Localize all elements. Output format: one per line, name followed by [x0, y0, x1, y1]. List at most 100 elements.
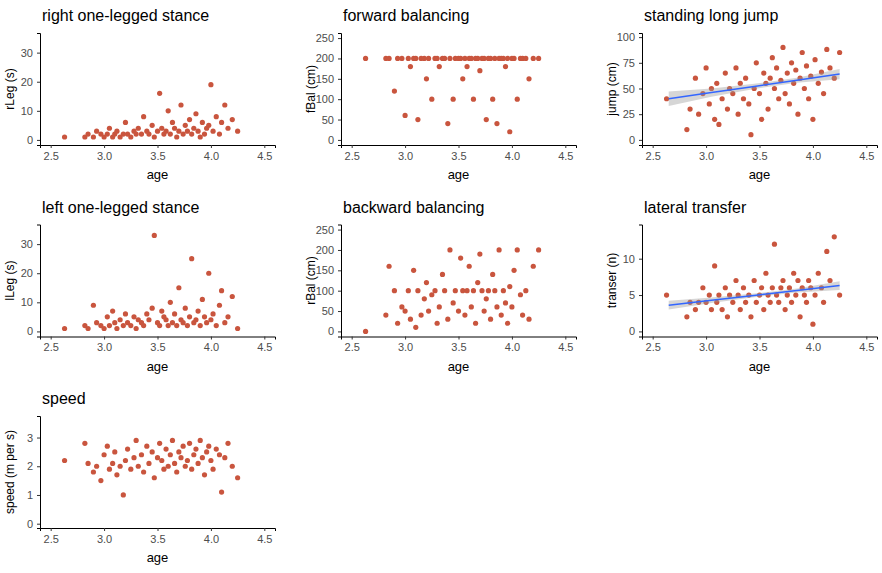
point	[225, 314, 230, 319]
points	[664, 45, 842, 138]
point	[707, 292, 712, 297]
point	[763, 271, 768, 276]
x-tick-mark	[211, 528, 212, 531]
point	[123, 458, 128, 463]
point	[759, 285, 764, 290]
point	[146, 131, 151, 136]
point	[733, 65, 738, 70]
point	[494, 304, 499, 309]
confidence-band	[669, 69, 840, 106]
point	[413, 56, 418, 61]
y-tick: 50	[623, 83, 642, 95]
point	[200, 455, 205, 460]
point	[170, 438, 175, 443]
x-tick-label: 4.5	[257, 150, 272, 162]
point	[112, 449, 117, 454]
x-tick-mark	[459, 337, 460, 340]
point	[195, 129, 200, 134]
point	[806, 278, 811, 283]
y-tick-mark	[338, 99, 341, 100]
point	[492, 288, 497, 293]
y-tick-label: 10	[21, 105, 33, 117]
point	[208, 458, 213, 463]
point	[128, 323, 133, 328]
y-tick-mark	[37, 111, 40, 112]
point	[419, 313, 424, 318]
y-tick: 100	[316, 285, 341, 297]
point	[174, 469, 179, 474]
point	[827, 65, 832, 70]
y-tick: 150	[316, 264, 341, 276]
point	[392, 88, 397, 93]
x-tick: 2.5	[44, 337, 59, 354]
point	[172, 311, 177, 316]
x-tick-mark	[211, 145, 212, 148]
point	[181, 320, 186, 325]
point	[174, 323, 179, 328]
point	[804, 300, 809, 305]
point	[363, 329, 368, 334]
point	[163, 129, 168, 134]
x-tick-label: 4.0	[806, 150, 821, 162]
point	[118, 317, 123, 322]
point	[178, 102, 183, 107]
x-tick: 3.0	[699, 337, 714, 354]
title: backward balancing	[343, 199, 484, 216]
point	[523, 288, 528, 293]
point	[114, 129, 119, 134]
point	[424, 76, 429, 81]
point	[189, 131, 194, 136]
point	[408, 64, 413, 69]
point	[139, 131, 144, 136]
point	[195, 308, 200, 313]
point	[399, 56, 404, 61]
y-tick-label: 200	[316, 52, 334, 64]
point	[664, 292, 669, 297]
x-tick-mark	[405, 337, 406, 340]
y-tick-mark	[639, 63, 642, 64]
panel: 2.53.03.54.04.50102030left one-legged st…	[3, 199, 276, 374]
y-axis-line	[639, 225, 643, 337]
x-tick-label: 3.0	[699, 150, 714, 162]
point	[136, 126, 141, 131]
point	[816, 271, 821, 276]
point	[112, 320, 117, 325]
point	[181, 444, 186, 449]
y-tick: 0	[629, 325, 642, 337]
point	[155, 129, 160, 134]
point	[776, 300, 781, 305]
point	[774, 65, 779, 70]
point	[741, 96, 746, 101]
point	[810, 117, 815, 122]
point	[505, 321, 510, 326]
point	[82, 441, 87, 446]
point	[222, 320, 227, 325]
y-axis-title: transer (n)	[605, 253, 619, 308]
point	[144, 444, 149, 449]
point	[217, 131, 222, 136]
x-tick-label: 3.0	[97, 341, 112, 353]
x-tick-label: 3.5	[150, 341, 165, 353]
y-tick: 250	[316, 224, 341, 236]
x-tick-label: 2.5	[44, 341, 59, 353]
point	[804, 63, 809, 68]
y-tick-label: 0	[629, 325, 635, 337]
point	[200, 297, 205, 302]
point	[520, 313, 525, 318]
y-tick-mark	[37, 302, 40, 303]
plot-area	[664, 234, 842, 326]
x-axis-line	[41, 146, 276, 149]
y-tick-mark	[338, 120, 341, 121]
point	[526, 76, 531, 81]
point	[440, 272, 445, 277]
point	[743, 76, 748, 81]
point	[738, 307, 743, 312]
title: lateral transfer	[644, 199, 747, 216]
point	[761, 307, 766, 312]
y-tick: 5	[629, 289, 642, 301]
y-tick-label: 2	[27, 460, 33, 472]
x-axis-title: age	[147, 167, 169, 182]
point	[183, 123, 188, 128]
points	[62, 233, 240, 331]
y-tick-mark	[37, 82, 40, 83]
